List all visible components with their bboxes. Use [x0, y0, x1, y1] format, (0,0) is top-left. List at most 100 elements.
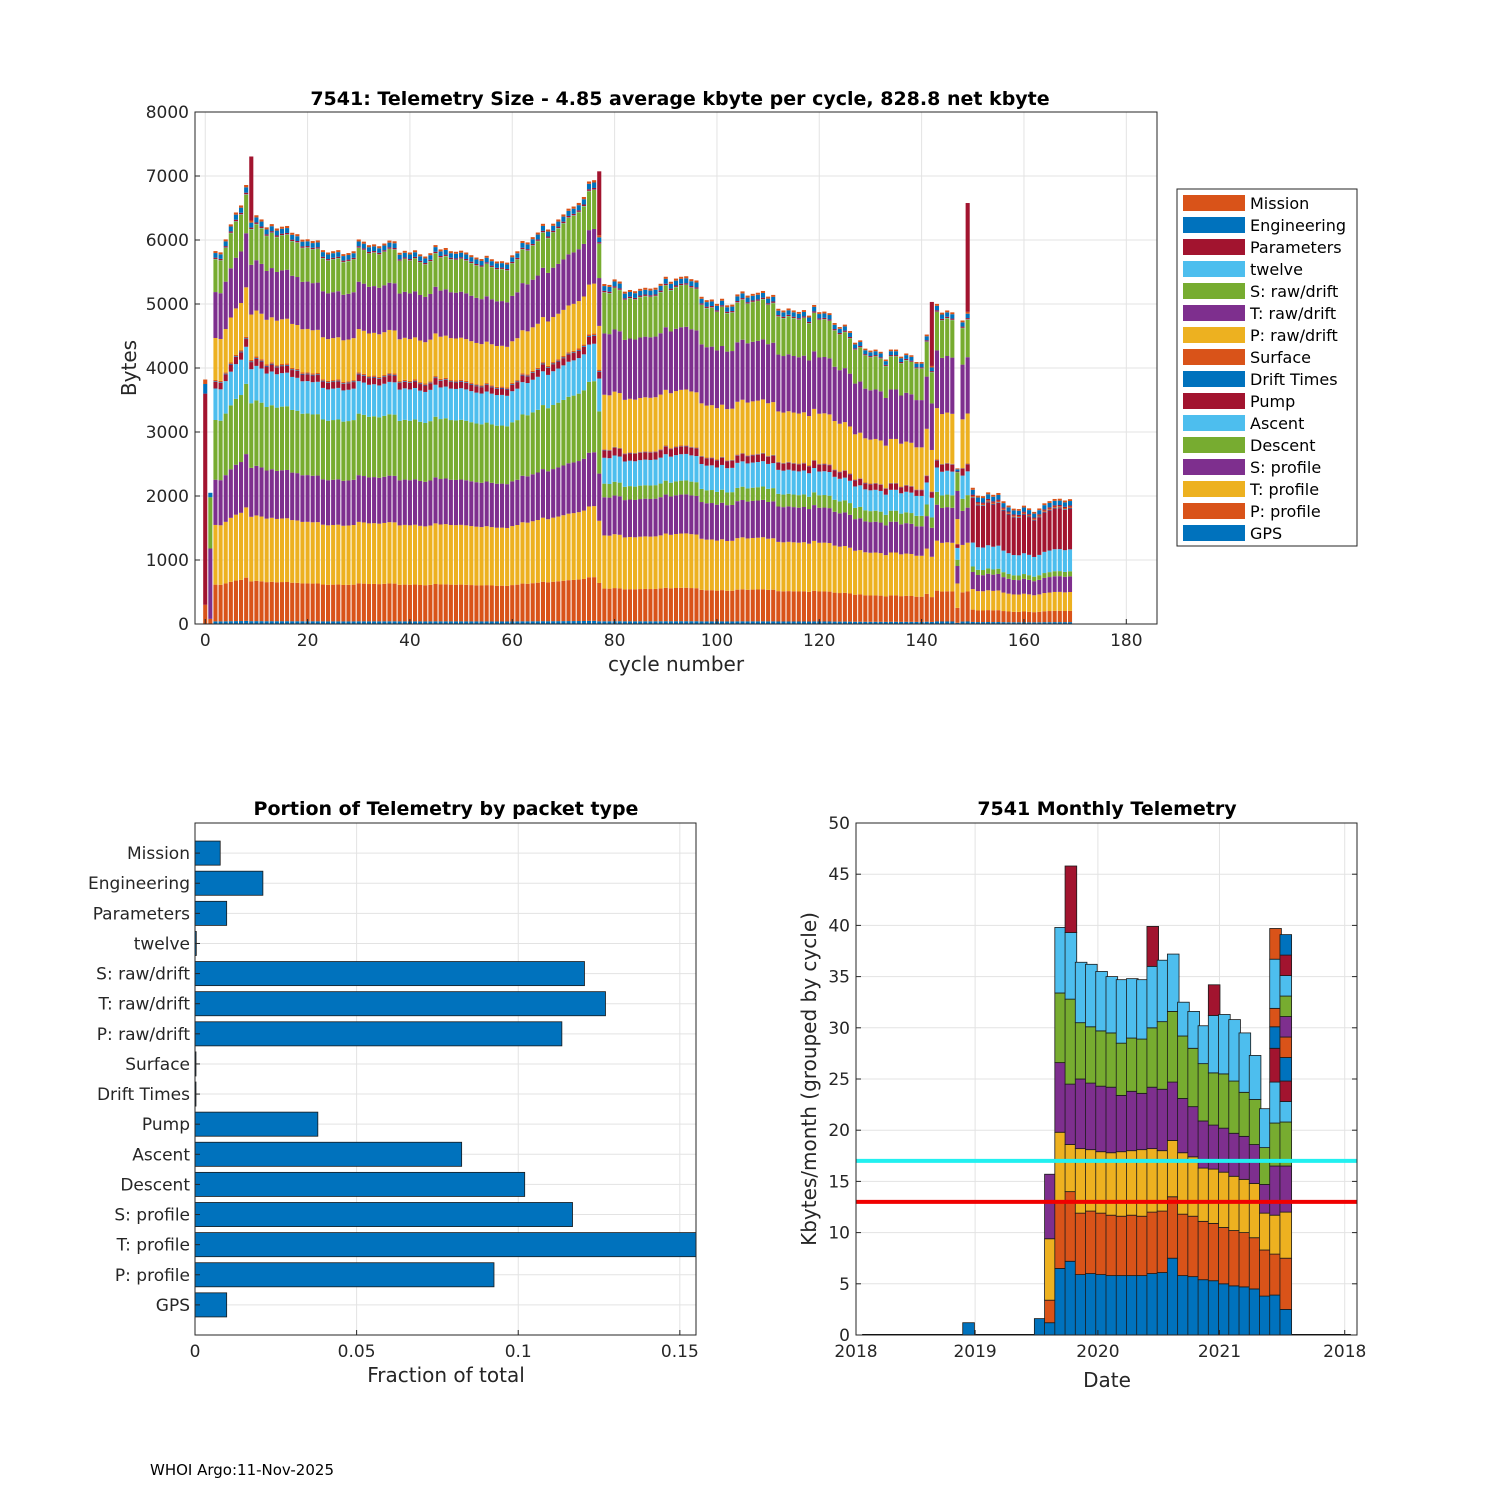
top-bar-segment — [960, 328, 965, 365]
legend-swatch — [1183, 349, 1245, 365]
top-bar-segment — [893, 552, 899, 596]
top-bar-segment — [725, 313, 730, 352]
top-bar-segment — [244, 184, 249, 188]
top-bar-segment — [566, 580, 571, 622]
top-bar-segment — [919, 495, 924, 516]
top-bar-segment — [1032, 595, 1037, 613]
top-bar-segment — [868, 356, 873, 358]
top-bar-segment — [1021, 514, 1027, 554]
top-bar-segment — [965, 319, 970, 358]
legend-swatch — [1183, 239, 1245, 255]
top-bar-segment — [551, 405, 556, 470]
top-bar-segment — [223, 247, 228, 282]
top-bar-segment — [653, 397, 658, 452]
top-bar-segment — [1047, 572, 1052, 578]
top-bar-segment — [991, 494, 996, 497]
top-bar-segment — [740, 461, 745, 487]
top-bar-segment — [919, 515, 924, 527]
legend-label: Engineering — [1250, 216, 1346, 235]
top-ylabel: Bytes — [117, 340, 141, 396]
top-bar-segment — [505, 528, 510, 586]
top-bar-segment — [796, 318, 801, 320]
top-bar-segment — [842, 330, 847, 332]
top-bar-segment — [627, 296, 632, 299]
top-bar-segment — [551, 364, 556, 372]
top-bar-segment — [863, 595, 868, 622]
top-bar-segment — [540, 363, 546, 365]
top-bar-segment — [566, 354, 571, 362]
top-bar-segment — [673, 588, 679, 622]
top-bar-segment — [418, 260, 423, 263]
top-bar-segment — [448, 253, 453, 258]
top-bar-segment — [254, 465, 259, 516]
top-bar-segment — [448, 259, 453, 293]
top-bar-segment — [812, 408, 817, 461]
top-bar-segment — [878, 358, 883, 392]
top-bar-segment — [366, 477, 372, 524]
top-bar-segment — [996, 545, 1001, 569]
top-bar-segment — [387, 247, 392, 249]
top-bar-segment — [648, 295, 653, 297]
top-ticks: 0 20 40 60 80 100 120 140 160 1800100020003000400… — [146, 103, 1143, 651]
top-bar-segment — [827, 320, 832, 359]
top-bar-segment — [259, 263, 264, 314]
top-bar-segment — [627, 499, 632, 537]
bl-xtick-label: 0.05 — [338, 1342, 376, 1362]
top-bar-segment — [817, 471, 822, 496]
top-bar-segment — [1052, 622, 1057, 624]
top-bar-segment — [940, 357, 945, 415]
top-bar-segment — [320, 584, 325, 622]
top-bar-segment — [566, 513, 571, 581]
top-bar-segment — [1037, 575, 1042, 580]
top-bar-segment — [586, 189, 592, 191]
top-bar-segment — [888, 349, 893, 352]
top-bar-segment — [663, 494, 668, 534]
top-bar-segment — [412, 621, 418, 624]
top-bar-segment — [295, 520, 300, 583]
top-bar-segment — [627, 460, 632, 487]
top-bar-segment — [223, 583, 228, 622]
top-bar-segment — [909, 360, 914, 362]
top-xtick-label: 160 — [1008, 631, 1040, 651]
top-bar-segment — [786, 591, 791, 622]
top-bar-segment — [745, 302, 750, 304]
top-bar-segment — [546, 238, 551, 273]
top-bar-segment — [960, 467, 965, 469]
top-bar-segment — [914, 555, 919, 597]
top-bar-segment — [290, 520, 295, 583]
top-bar-segment — [310, 583, 315, 622]
top-bar-segment — [858, 506, 863, 519]
top-bar-segment — [1011, 594, 1016, 612]
top-bar-segment — [372, 416, 377, 478]
top-bar-segment — [991, 496, 996, 502]
top-bar-segment — [638, 337, 643, 398]
top-bar-segment — [658, 588, 663, 622]
top-bar-segment — [274, 271, 279, 321]
top-bar-segment — [689, 447, 694, 456]
top-bar-segment — [300, 248, 305, 282]
top-bar-segment — [883, 494, 888, 515]
top-bar-segment — [494, 269, 499, 302]
top-bar-segment — [617, 288, 622, 290]
top-bar-segment — [837, 501, 842, 514]
top-bar-segment — [469, 295, 474, 342]
top-bar-segment — [407, 339, 412, 381]
top-bar-segment — [755, 340, 760, 401]
top-bar-segment — [372, 251, 377, 253]
top-bar-segment — [546, 231, 551, 237]
top-bar-segment — [791, 542, 796, 592]
legend-label: S: profile — [1250, 458, 1321, 477]
top-bar-segment — [264, 407, 269, 471]
br-reference-lines — [856, 1158, 1357, 1204]
top-bar-segment — [479, 260, 484, 266]
top-bar-segment — [960, 326, 965, 328]
top-bar-segment — [806, 509, 812, 544]
bl-bar — [194, 991, 606, 1017]
top-bar-segment — [535, 323, 540, 368]
top-bar-segment — [551, 517, 556, 582]
top-bar-segment — [714, 350, 719, 409]
top-bar-segment — [336, 524, 341, 585]
top-bar-segment — [351, 621, 356, 624]
top-ytick-label: 1000 — [146, 551, 189, 571]
top-bar-segment — [755, 621, 760, 624]
